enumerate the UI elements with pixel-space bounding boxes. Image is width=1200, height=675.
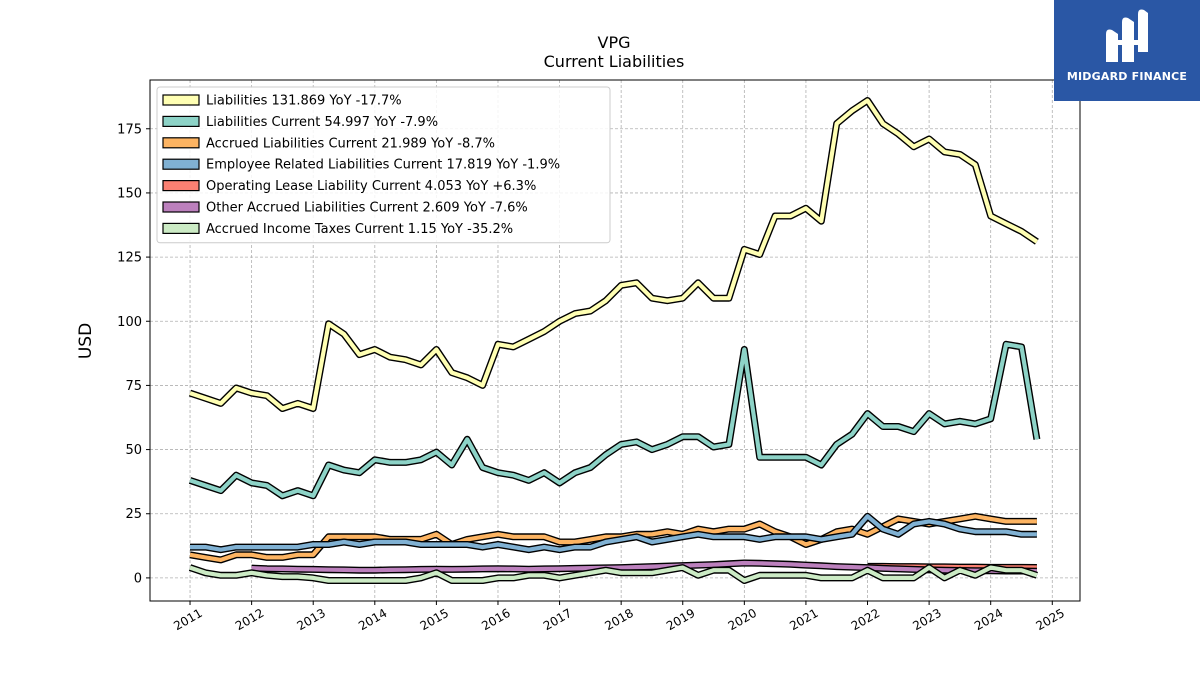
logo-mark-icon (1106, 9, 1148, 62)
legend-entry: Operating Lease Liability Current 4.053 … (206, 179, 536, 194)
legend-swatch (162, 222, 200, 234)
legend-swatch (162, 180, 200, 192)
y-tick-label: 50 (125, 443, 142, 458)
x-tick-label: 2011 (171, 606, 204, 633)
series-1-stroke (189, 342, 1039, 498)
x-tick-label: 2025 (1034, 606, 1067, 633)
series-3-stroke (190, 514, 1037, 552)
x-tick-label: 2012 (233, 606, 266, 633)
x-tick-label: 2018 (602, 606, 635, 633)
x-tick-label: 2023 (910, 606, 943, 633)
series-2-stroke (189, 514, 1037, 562)
series-lines (188, 97, 1041, 584)
y-axis-label: USD (76, 323, 96, 359)
legend-swatch (162, 201, 200, 213)
legend-entry: Accrued Income Taxes Current 1.15 YoY -3… (206, 222, 513, 237)
legend-swatch (162, 94, 200, 106)
series-5-stroke (251, 560, 1037, 574)
legend: Liabilities 131.869 YoY -17.7% Liabilitie… (156, 86, 611, 244)
legend-entry: Liabilities Current 54.997 YoY -7.9% (206, 115, 438, 130)
y-tick-label: 175 (117, 122, 142, 137)
legend-box (156, 86, 611, 244)
y-tick-label: 100 (117, 315, 142, 330)
y-tick-label: 150 (117, 186, 142, 201)
x-tick-label: 2013 (294, 606, 327, 633)
legend-entry: Liabilities 131.869 YoY -17.7% (206, 94, 402, 109)
series-1-outline (188, 340, 1041, 500)
y-tick-label: 0 (134, 571, 142, 586)
x-tick-label: 2016 (479, 606, 512, 633)
x-tick-label: 2014 (356, 606, 389, 633)
legend-entry: Employee Related Liabilities Current 17.… (206, 158, 560, 173)
y-tick-label: 125 (117, 251, 142, 266)
series-5-line (251, 559, 1037, 575)
x-tick-label: 2022 (849, 606, 882, 633)
legend-swatch (162, 158, 200, 170)
chart-title: VPG (598, 33, 631, 52)
series-6-stroke (189, 565, 1038, 583)
legend-swatch (162, 115, 200, 128)
brand-name: MIDGARD FINANCE (1066, 70, 1188, 83)
series-0-line (188, 97, 1039, 412)
x-tick-label: 2021 (787, 606, 820, 633)
x-tick-label: 2017 (541, 606, 574, 633)
legend-entry: Other Accrued Liabilities Current 2.609 … (206, 201, 528, 216)
x-tick-label: 2019 (664, 606, 697, 633)
plot-frame (149, 79, 1081, 602)
legend-swatch (162, 137, 200, 149)
x-tick-label: 2020 (726, 606, 759, 633)
x-tick-label: 2015 (418, 606, 451, 633)
series-1-line (188, 340, 1041, 500)
series-0-stroke (189, 98, 1039, 411)
legend-entry: Accrued Liabilities Current 21.989 YoY -… (206, 136, 495, 151)
y-tick-label: 75 (125, 379, 142, 394)
chart-subtitle: Current Liabilities (544, 52, 685, 71)
y-tick-label: 25 (125, 507, 142, 522)
series-3-line (190, 512, 1037, 554)
brand-logo: MIDGARD FINANCE (1054, 0, 1200, 101)
series-2-line (189, 512, 1037, 564)
x-tick-label: 2024 (972, 606, 1005, 633)
series-6-line (188, 564, 1039, 584)
